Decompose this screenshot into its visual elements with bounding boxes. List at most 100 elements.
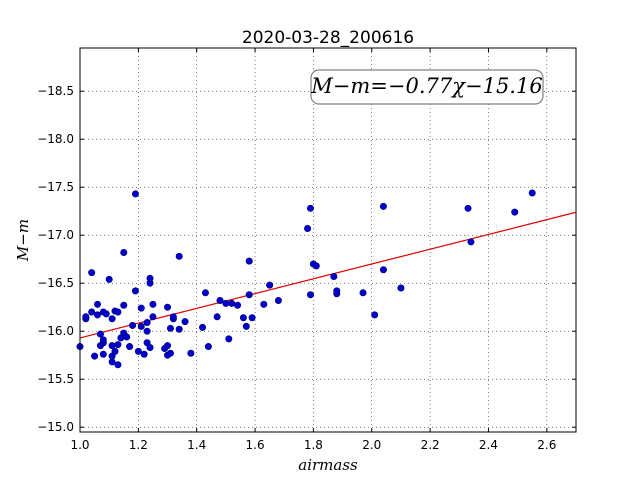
annotation-text: M−m=−0.77χ−15.16 — [310, 74, 542, 98]
data-point — [94, 300, 102, 308]
data-point — [114, 361, 122, 369]
y-tick-label: −16.5 — [37, 276, 74, 290]
data-point — [266, 281, 274, 289]
data-point — [123, 333, 131, 341]
data-point — [164, 303, 172, 311]
y-tick-label: −17.0 — [37, 228, 74, 242]
data-point — [134, 347, 142, 355]
data-point — [245, 291, 253, 299]
data-point — [94, 311, 102, 319]
x-tick-label: 2.0 — [362, 438, 381, 452]
data-point — [213, 313, 221, 321]
data-point — [371, 311, 379, 319]
data-point — [312, 262, 320, 270]
chart-title: 2020-03-28_200616 — [242, 28, 414, 48]
data-point — [306, 291, 314, 299]
data-point — [108, 315, 116, 323]
plot-frame — [79, 47, 577, 433]
x-tick-label: 2.6 — [537, 438, 556, 452]
data-point — [120, 248, 128, 256]
data-point — [239, 314, 247, 322]
y-axis-label: M−m — [14, 219, 32, 262]
data-point — [126, 343, 134, 351]
data-point — [105, 275, 113, 283]
data-point — [143, 327, 151, 335]
data-point — [359, 289, 367, 297]
data-point — [187, 349, 195, 357]
data-point — [102, 310, 110, 318]
data-point — [467, 238, 475, 246]
data-point — [111, 347, 119, 355]
data-point — [140, 350, 148, 358]
y-tick-label: −15.0 — [37, 420, 74, 434]
data-point — [108, 358, 116, 366]
data-point — [175, 325, 183, 333]
x-tick-label: 1.4 — [187, 438, 206, 452]
data-point — [137, 304, 145, 312]
x-tick-label: 1.0 — [70, 438, 89, 452]
data-point — [199, 323, 207, 331]
data-point — [330, 272, 338, 280]
data-point — [225, 335, 233, 343]
fit-line-group — [79, 211, 577, 339]
data-point — [333, 287, 341, 295]
y-tick-label: −15.5 — [37, 372, 74, 386]
data-point — [201, 289, 209, 297]
data-point — [379, 202, 387, 210]
y-tick-label: −17.5 — [37, 180, 74, 194]
fit-annotation: M−m=−0.77χ−15.16 — [310, 69, 544, 105]
y-tick-label: −18.5 — [37, 84, 74, 98]
data-point — [99, 350, 107, 358]
data-point — [96, 330, 104, 338]
x-tick-label: 1.8 — [304, 438, 323, 452]
data-point — [131, 287, 139, 295]
data-point — [91, 352, 99, 360]
data-point — [164, 342, 172, 350]
data-point — [234, 301, 242, 309]
data-point — [397, 284, 405, 292]
data-point — [143, 319, 151, 327]
x-tick-label: 2.4 — [479, 438, 498, 452]
data-point — [114, 341, 122, 349]
data-point — [228, 299, 236, 307]
data-point — [149, 300, 157, 308]
grid — [79, 48, 576, 432]
data-point — [204, 343, 212, 351]
data-point — [88, 308, 96, 316]
data-point — [114, 308, 122, 316]
data-point — [120, 301, 128, 309]
data-point — [131, 190, 139, 198]
data-point — [245, 257, 253, 265]
data-point — [169, 313, 177, 321]
data-point — [166, 349, 174, 357]
annotation-box — [310, 69, 544, 105]
data-point — [175, 252, 183, 260]
data-point — [222, 299, 230, 307]
data-point — [181, 318, 189, 326]
data-point — [129, 321, 137, 329]
y-tick-label: −18.0 — [37, 132, 74, 146]
data-point — [137, 322, 145, 330]
data-point — [146, 274, 154, 282]
fit-line — [79, 211, 577, 339]
data-point — [464, 204, 472, 212]
data-point — [511, 208, 519, 216]
scatter-points — [76, 189, 536, 369]
data-point — [248, 314, 256, 322]
x-tick-label: 1.6 — [246, 438, 265, 452]
data-point — [242, 322, 250, 330]
data-point — [146, 344, 154, 352]
data-point — [216, 296, 224, 304]
data-point — [88, 269, 96, 277]
data-point — [304, 224, 312, 232]
data-point — [528, 189, 536, 197]
x-tick-label: 1.2 — [129, 438, 148, 452]
data-point — [274, 296, 282, 304]
data-point — [166, 324, 174, 332]
x-tick-label: 2.2 — [421, 438, 440, 452]
data-point — [99, 336, 107, 344]
data-point — [149, 313, 157, 321]
data-point — [306, 204, 314, 212]
data-point — [379, 266, 387, 274]
